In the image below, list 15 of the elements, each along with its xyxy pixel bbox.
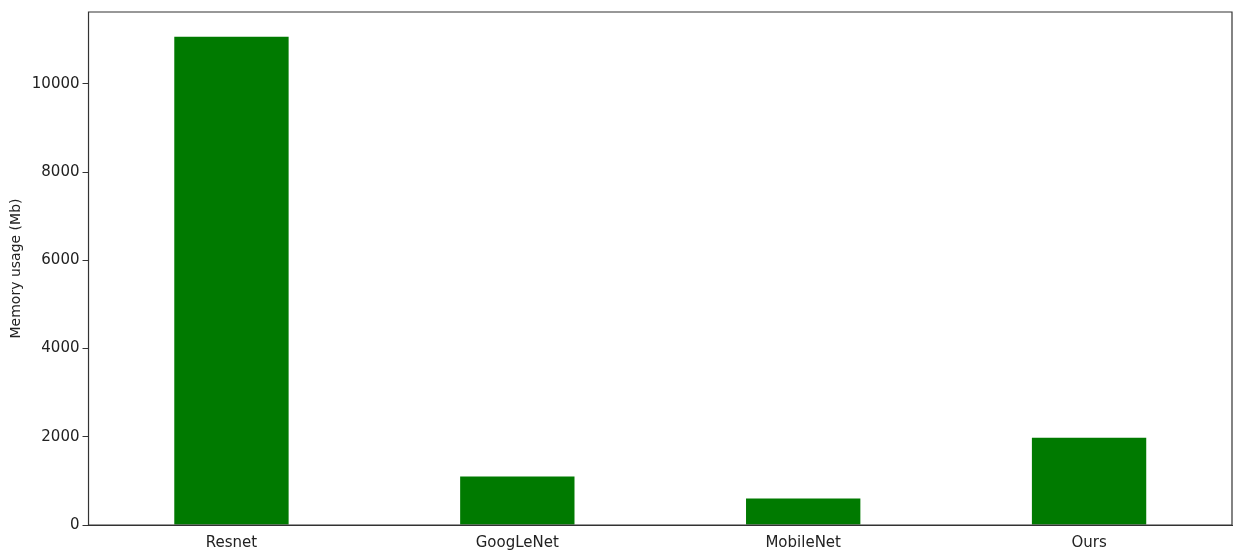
x-tick-label: Ours xyxy=(1071,532,1107,551)
bar xyxy=(460,476,575,525)
x-tick-label: MobileNet xyxy=(765,532,842,551)
bar xyxy=(746,498,861,525)
y-axis-title: Memory usage (Mb) xyxy=(7,198,24,339)
y-tick-label: 2000 xyxy=(41,426,80,445)
x-tick-label: GoogLeNet xyxy=(475,532,560,551)
y-tick-label: 0 xyxy=(69,514,80,533)
y-tick-label: 4000 xyxy=(41,338,80,357)
bar xyxy=(1031,437,1147,525)
y-tick-label: 8000 xyxy=(41,162,80,181)
x-tick-label: Resnet xyxy=(205,532,258,551)
bar xyxy=(174,36,289,525)
y-tick-label: 10000 xyxy=(31,73,80,92)
y-tick-label: 6000 xyxy=(41,250,80,269)
